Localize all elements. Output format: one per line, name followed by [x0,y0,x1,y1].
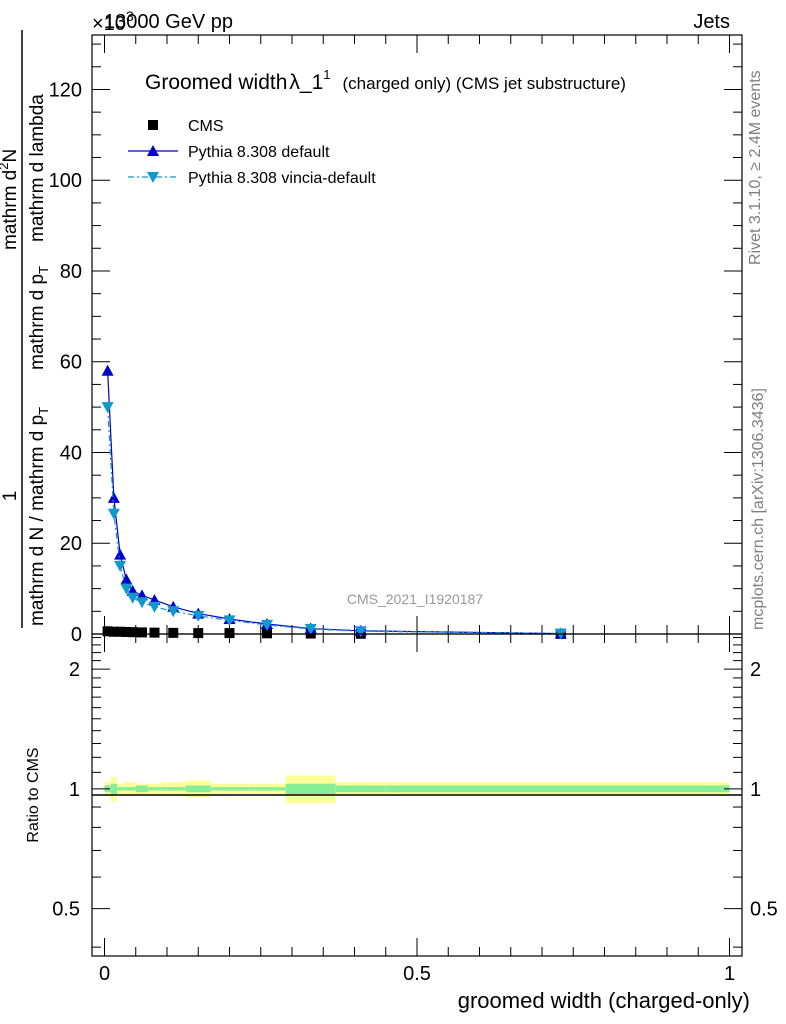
series-2-point [126,592,139,604]
main-panel: 0 20 40 60 80 100 120 CMS_2021_I1920187 [49,34,743,646]
ratio-bands [104,775,730,804]
ratio-y-tick-label-right: 1 [750,779,761,801]
ratio-stat-band [185,785,211,793]
series-2-point [114,560,127,572]
rivet-version-label: Rivet 3.1.10, ≥ 2.4M events [747,70,764,265]
main-y-tick-label: 60 [60,352,82,374]
ratio-x-tick-label: 0.5 [403,963,431,985]
series-2-point [136,597,148,609]
ratio-stat-band [117,787,124,791]
main-y-tick-label: 40 [60,442,82,464]
chart-title-text: Groomed widthλ_11 (charged only) (CMS jet… [145,67,626,94]
series-1-point [107,491,120,503]
series-2-point [107,508,120,520]
series-0-point [193,628,204,639]
legend-label: Pythia 8.308 default [188,144,330,161]
series-0-point [168,627,179,638]
legend-marker [147,145,159,156]
ratio-stat-band [148,787,161,791]
ratio-stat-band [285,783,336,795]
mcplots-label: mcplots.cern.ch [arXiv:1306.3436] [750,388,767,630]
energy-label: 13000 GeV pp [104,11,233,33]
y-label-line-1: mathrm d N / mathrm d pT [27,407,51,626]
ratio-y-axis-label: Ratio to CMS [25,747,42,842]
series-2-point [167,606,180,618]
ratio-x-tick-label: 0 [99,963,110,985]
series-0-point [102,626,113,637]
series-2-point [192,610,205,622]
main-y-tick-label: 120 [49,79,82,101]
ratio-stat-band [385,785,730,793]
main-y-tick-label: 0 [71,624,82,646]
ratio-y-tick-label: 2 [69,659,80,681]
series-0-point [262,628,272,639]
series-0-point [127,627,138,638]
main-series [101,364,567,640]
y-label-top: mathrm d2N [0,149,21,250]
series-1-point [101,364,114,376]
series-2-point [304,624,317,636]
main-y-ticks: 0 20 40 60 80 100 120 [49,43,742,646]
ratio-y-tick-label-right: 0.5 [750,899,778,921]
multiplier-label: ×103 [92,8,134,35]
main-y-tick-label: 80 [60,261,82,283]
main-y-axis-label: 1 mathrm d N / mathrm d pT mathrm d pT m… [0,30,51,628]
ratio-stat-band [123,787,136,791]
chart-title: Groomed widthλ_11 (charged only) (CMS jet… [145,67,626,94]
series-0-point [121,626,132,637]
series-1-point [120,573,133,585]
ratio-x-ticks: 0 0.5 1 [99,634,735,985]
series-2-line [107,407,561,635]
series-0-point [137,627,147,638]
ratio-stat-band [210,787,249,791]
ratio-panel: 0.5 0.51 12 2 0 0.5 1 [52,633,778,985]
legend-marker [148,120,158,130]
category-label: Jets [693,11,730,33]
series-1-line [107,370,561,635]
series-0-point [149,627,160,638]
ratio-stat-band [335,785,386,793]
series-2-point [101,402,114,414]
y-label-line-2: mathrm d pT [27,266,51,370]
series-0-point [108,626,119,637]
main-y-tick-label: 20 [60,533,82,555]
ratio-stat-band [135,785,149,793]
analysis-id-label: CMS_2021_I1920187 [347,591,483,607]
ratio-x-tick-label: 1 [724,963,735,985]
ratio-stat-band [160,787,186,791]
series-1-point [114,548,127,560]
ratio-y-tick-label: 1 [69,779,80,801]
ratio-y-ticks: 0.5 0.5 1 1 2 2 [52,637,778,948]
y-label-numerator: 1 [0,491,21,502]
series-2-point [261,619,273,631]
main-y-tick-label: 100 [49,170,82,192]
legend: CMS Pythia 8.308 default Pythia 8.308 vinc… [128,118,376,187]
legend-marker [147,172,159,183]
ratio-stat-band [248,787,286,791]
series-0-point [115,626,126,637]
series-2-point [120,583,133,595]
ratio-y-tick-label-right: 2 [750,659,761,681]
legend-label: CMS [188,118,224,135]
series-2-point [148,601,161,613]
series-2-point [354,626,367,638]
ratio-stat-band [110,783,117,795]
series-2-point [223,615,236,627]
ratio-y-tick-label: 0.5 [52,899,80,921]
x-axis-label: groomed width (charged-only) [458,988,750,1013]
legend-label: Pythia 8.308 vincia-default [188,170,376,187]
series-0-point [224,628,235,639]
y-label-line-3: mathrm d lambda [27,94,48,242]
